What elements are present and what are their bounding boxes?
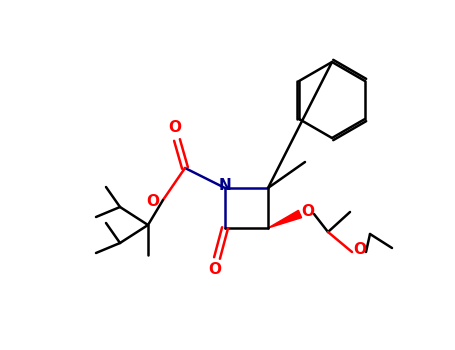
Text: O: O [147,195,160,210]
Polygon shape [268,210,302,228]
Text: N: N [218,178,232,194]
Text: O: O [168,119,182,134]
Text: O: O [302,204,314,219]
Text: O: O [354,243,366,258]
Text: O: O [208,262,222,278]
